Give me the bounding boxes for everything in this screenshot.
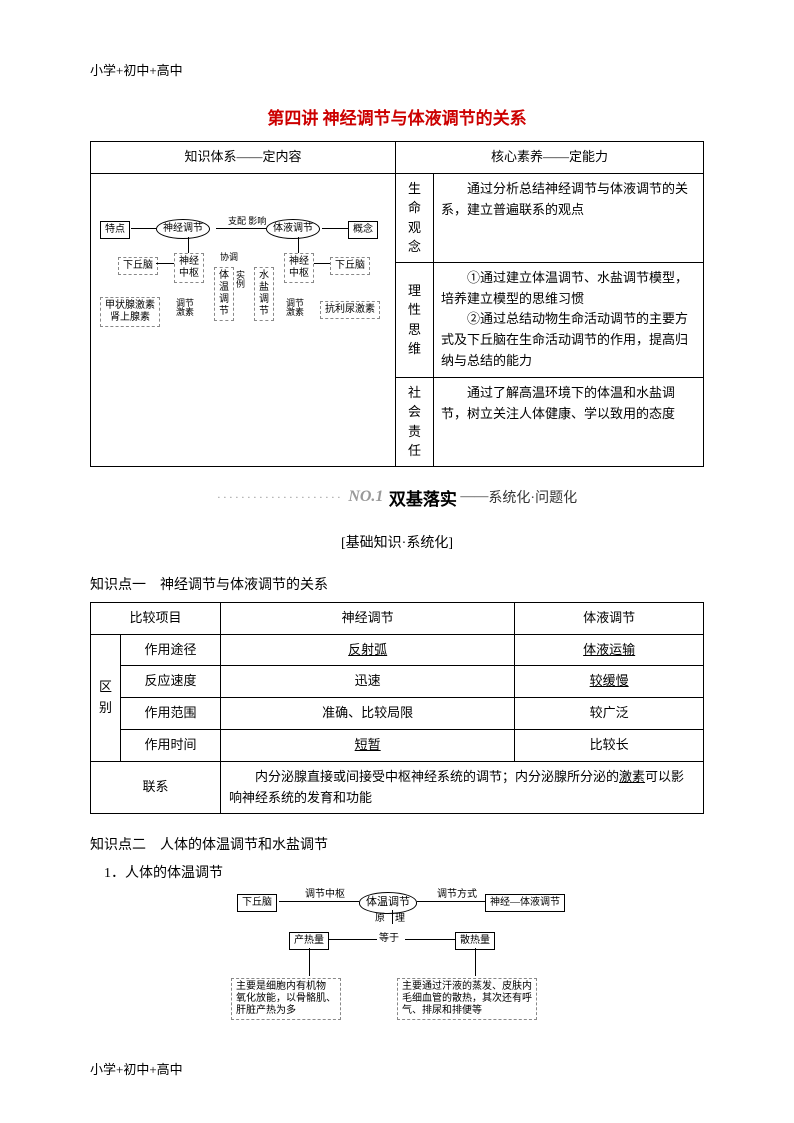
- side-label: 区 别: [91, 634, 121, 761]
- label-xt: 协调: [220, 253, 238, 262]
- cmp-r1-c1: 迅速: [221, 666, 515, 698]
- d2-yl: 原 理: [375, 914, 405, 924]
- d2-tjzs: 调节中枢: [305, 890, 345, 900]
- cmp-hdr-2: 体液调节: [515, 602, 704, 634]
- kp2-item1: 1．人体的体温调节: [104, 862, 704, 882]
- col2-header: 核心素养——定能力: [396, 142, 704, 174]
- row-text-1: ①通过建立体温调节、水盐调节模型，培养建立模型的思维习惯 ②通过总结动物生命活动…: [434, 262, 704, 377]
- label-sl: 实 例: [236, 271, 245, 289]
- cmp-r1-c2: 较缓慢: [515, 666, 704, 698]
- banner-dash: ——: [460, 489, 488, 505]
- cmp-r2-label: 作用范围: [121, 698, 221, 730]
- cmp-r0-label: 作用途径: [121, 634, 221, 666]
- cmp-r0-c2: 体液运输: [515, 634, 704, 666]
- node-tedian: 特点: [100, 221, 130, 239]
- lianxi-text: 内分泌腺直接或间接受中枢神经系统的调节；内分泌腺所分泌的激素可以影响神经系统的发…: [221, 761, 704, 814]
- node-szzs2: 神经 中枢: [284, 253, 314, 283]
- cmp-r2-c1: 准确、比较局限: [221, 698, 515, 730]
- cmp-r3-label: 作用时间: [121, 729, 221, 761]
- cmp-hdr-1: 神经调节: [221, 602, 515, 634]
- node-szzs1: 神经 中枢: [174, 253, 204, 283]
- banner-section: ····················· NO.1 双基落实 ——系统化·问题…: [90, 485, 704, 510]
- banner-sub: 系统化·问题化: [488, 487, 577, 507]
- d2-twtj: 体温调节: [359, 892, 417, 913]
- d2-dy: 等于: [379, 934, 399, 944]
- cmp-r0-c1: 反射弧: [221, 634, 515, 666]
- label-zy: 支配 影响: [228, 217, 266, 226]
- cmp-r2-c2: 较广泛: [515, 698, 704, 730]
- row-label-0: 生命观念: [396, 173, 434, 262]
- lianxi-label: 联系: [91, 761, 221, 814]
- cmp-r3-c2: 比较长: [515, 729, 704, 761]
- col1-header: 知识体系——定内容: [91, 142, 396, 174]
- footer-text: 小学+初中+高中: [90, 1059, 183, 1078]
- main-knowledge-table: 知识体系——定内容 核心素养——定能力 特点 神经调节 体液调节 概念 支配 影…: [90, 141, 704, 467]
- row-label-2: 社会责任: [396, 377, 434, 466]
- node-kln: 抗利尿激素: [320, 301, 380, 319]
- header-text: 小学+初中+高中: [90, 60, 704, 79]
- label-tjjs1: 调节 激素: [176, 299, 194, 317]
- d2-sjty: 神经—体液调节: [485, 894, 565, 912]
- body-temp-diagram: 下丘脑 体温调节 神经—体液调节 调节中枢 调节方式 原 理 等于 产热量 散热…: [197, 890, 597, 1060]
- node-shenjing: 神经调节: [156, 219, 210, 239]
- banner-main: 双基落实: [389, 485, 457, 510]
- row-text-0: 通过分析总结神经调节与体液调节的关系，建立普遍联系的观点: [434, 173, 704, 262]
- d2-left: 主要是细胞内有机物 氧化放能，以骨骼肌、 肝脏产热为多: [231, 978, 341, 1020]
- banner-no1: NO.1: [348, 488, 383, 506]
- d2-right: 主要通过汗液的蒸发、皮肤内 毛细血管的散热，其次还有呼 气、排尿和排便等: [397, 978, 537, 1020]
- node-tiye: 体液调节: [266, 219, 320, 239]
- node-xqn1: 下丘脑: [118, 257, 158, 275]
- cmp-r3-c1: 短暂: [221, 729, 515, 761]
- section-label: [基础知识·系统化]: [90, 532, 704, 552]
- kp1-title: 知识点一 神经调节与体液调节的关系: [90, 574, 704, 594]
- row-label-1: 理性思维: [396, 262, 434, 377]
- node-sytj: 水 盐 调 节: [254, 267, 274, 321]
- cmp-hdr-0: 比较项目: [91, 602, 221, 634]
- node-jzx: 甲状腺激素 肾上腺素: [100, 297, 160, 327]
- d2-tjfs: 调节方式: [437, 890, 477, 900]
- node-xqn2: 下丘脑: [330, 257, 370, 275]
- node-twtj: 体 温 调 节: [214, 267, 234, 321]
- node-gainian: 概念: [348, 221, 378, 239]
- cmp-r1-label: 反应速度: [121, 666, 221, 698]
- label-tjjs2: 调节 激素: [286, 299, 304, 317]
- compare-table: 比较项目 神经调节 体液调节 区 别 作用途径 反射弧 体液运输 反应速度 迅速…: [90, 602, 704, 815]
- concept-diagram-cell: 特点 神经调节 体液调节 概念 支配 影响 下丘脑 下丘脑 神经 中枢 神经 中…: [91, 173, 396, 466]
- d2-xqn: 下丘脑: [237, 894, 277, 912]
- page-title: 第四讲 神经调节与体液调节的关系: [90, 104, 704, 129]
- kp2-title: 知识点二 人体的体温调节和水盐调节: [90, 834, 704, 854]
- concept-diagram: 特点 神经调节 体液调节 概念 支配 影响 下丘脑 下丘脑 神经 中枢 神经 中…: [98, 179, 388, 339]
- banner-dots: ·····················: [217, 490, 343, 505]
- row-text-2: 通过了解高温环境下的体温和水盐调节，树立关注人体健康、学以致用的态度: [434, 377, 704, 466]
